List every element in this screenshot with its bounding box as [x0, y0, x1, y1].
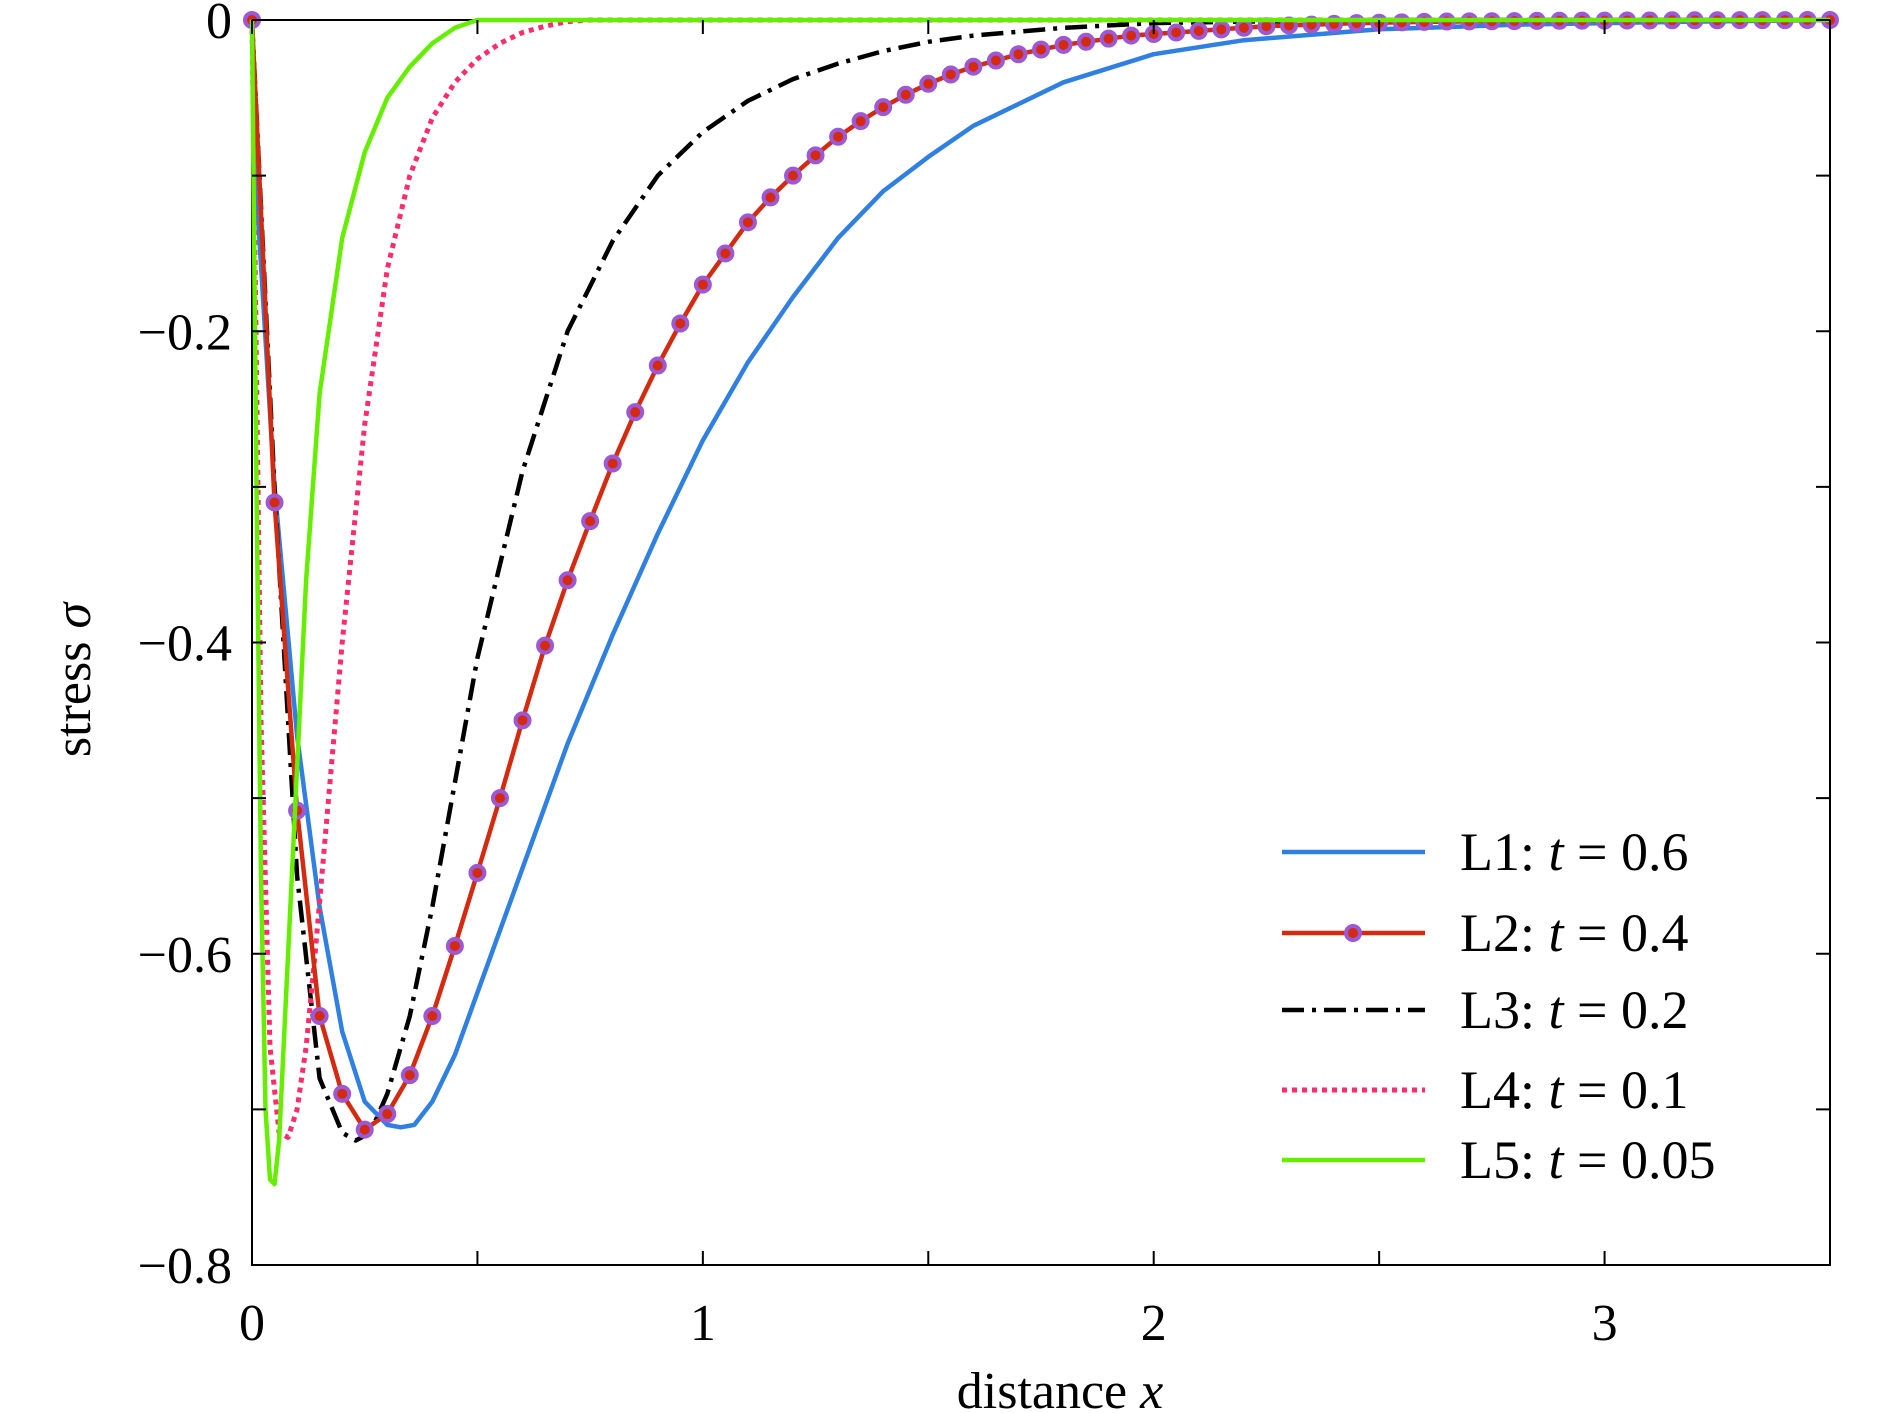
series-marker-L2 [265, 493, 284, 512]
series-marker-L2 [1212, 20, 1231, 39]
series-marker-L2 [671, 314, 690, 333]
series-marker-L2 [1392, 13, 1411, 32]
legend-label-L2: L2: t = 0.4 [1460, 903, 1688, 963]
series-marker-L2 [423, 1007, 442, 1025]
series-marker-L2 [829, 127, 848, 146]
series-marker-L2 [468, 863, 487, 882]
y-tick-label: 0 [206, 0, 232, 50]
legend-label-L4: L4: t = 0.1 [1460, 1060, 1688, 1120]
series-marker-L2 [603, 454, 622, 473]
series-marker-L2 [581, 512, 600, 531]
y-axis-label: stress σ [45, 601, 102, 758]
series-marker-L2 [693, 275, 712, 294]
series-marker-L2 [355, 1120, 374, 1139]
legend-label-L5: L5: t = 0.05 [1460, 1130, 1715, 1190]
series-marker-L2 [333, 1084, 352, 1103]
x-tick-label: 3 [1592, 1295, 1618, 1352]
series-marker-L2 [986, 51, 1005, 70]
x-tick-label: 1 [690, 1295, 716, 1352]
series-marker-L2 [941, 65, 960, 84]
series-marker-L2 [738, 213, 757, 232]
series-line-L1 [249, 17, 1831, 1130]
x-axis-label: distance x [957, 1363, 1163, 1413]
series-marker-L2 [400, 1066, 419, 1085]
series-marker-L2 [1167, 23, 1186, 42]
series-line-L3 [249, 17, 1830, 1143]
y-tick-label: −0.6 [138, 927, 232, 984]
series-marker-L2 [310, 1007, 329, 1025]
series-marker-L2 [896, 85, 915, 104]
series-marker-L2 [1054, 35, 1073, 54]
series-marker-L2 [1032, 40, 1050, 59]
series-marker-L2 [806, 146, 825, 165]
x-tick-label: 0 [239, 1295, 265, 1352]
legend: L1: t = 0.6 L2: t = 0.4 L3: t = 0.2 L4: t =… [1282, 822, 1715, 1190]
series-marker-L2 [919, 74, 938, 93]
legend-marker-L2 [1344, 924, 1362, 942]
series-line-L4 [249, 17, 1830, 1140]
ticks-layer: 0 1 2 3 0 −0.2 −0.4 −0.6 −0.8 [138, 0, 1831, 1352]
series-marker-L2 [536, 636, 555, 655]
series-marker-L2 [874, 98, 893, 117]
series-marker-L2 [964, 57, 983, 76]
series-marker-L2 [761, 188, 780, 207]
series-marker-L2 [445, 936, 464, 955]
series-marker-L2 [716, 244, 735, 263]
series-marker-L2 [626, 403, 645, 422]
series-marker-L2 [851, 112, 870, 131]
x-tick-label: 2 [1141, 1295, 1167, 1352]
series-marker-L2 [648, 356, 667, 375]
series-marker-L2 [1099, 29, 1118, 48]
series-marker-L2 [1009, 45, 1028, 64]
series-marker-L2 [558, 571, 577, 590]
series-marker-L2 [1077, 32, 1096, 51]
series-marker-L2 [1189, 21, 1208, 40]
series-marker-L2 [1122, 26, 1141, 45]
y-tick-label: −0.4 [138, 616, 232, 673]
series-marker-L2 [378, 1105, 397, 1124]
y-tick-label: −0.2 [138, 304, 232, 361]
series-marker-L2 [1234, 18, 1253, 37]
series-marker-L2 [513, 711, 532, 730]
series-layer [243, 11, 1839, 1187]
series-line-L5 [249, 17, 1830, 1187]
legend-label-L3: L3: t = 0.2 [1460, 980, 1688, 1040]
legend-label-L1: L1: t = 0.6 [1460, 822, 1688, 882]
series-marker-L2 [784, 166, 803, 185]
y-tick-label: −0.8 [138, 1238, 232, 1295]
series-marker-L2 [490, 789, 509, 808]
